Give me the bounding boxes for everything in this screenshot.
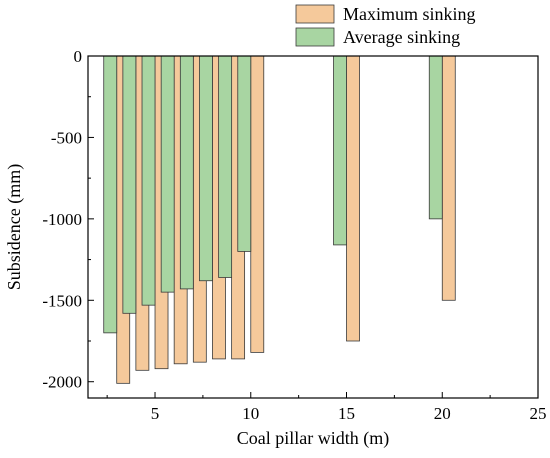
avg-sinking-bar-9 xyxy=(218,55,233,278)
x-tick-label: 20 xyxy=(434,404,451,423)
y-axis-label: Subsidence (mm) xyxy=(4,164,25,290)
avg-sinking-bar-6 xyxy=(160,55,175,293)
x-tick-label: 25 xyxy=(530,404,547,423)
avg-sinking-bar-4 xyxy=(122,55,137,314)
legend-swatch-maximum xyxy=(295,4,335,24)
x-tick-label: 15 xyxy=(338,404,355,423)
legend-swatch-average xyxy=(295,27,335,47)
y-tick-label: -1500 xyxy=(42,291,82,310)
y-tick-label: -2000 xyxy=(42,373,82,392)
x-axis-label: Coal pillar width (m) xyxy=(237,428,389,449)
avg-sinking-bar-5 xyxy=(141,55,156,306)
avg-sinking-bar-3 xyxy=(103,55,118,334)
x-tick-label: 10 xyxy=(242,404,259,423)
avg-sinking-bar-15 xyxy=(333,55,347,246)
max-sinking-bar-15 xyxy=(346,55,360,342)
y-tick-label: -1000 xyxy=(42,210,82,229)
avg-sinking-bar-7 xyxy=(179,55,194,290)
avg-sinking-bar-20 xyxy=(428,55,443,220)
avg-sinking-bar-10 xyxy=(237,55,252,252)
plot-frame xyxy=(87,55,539,399)
bars-layer xyxy=(103,55,456,384)
max-sinking-bar-20 xyxy=(441,55,456,301)
y-tick-label: 0 xyxy=(74,47,83,66)
axes-layer: 0 -500 -1000 -1500 -2000 5 10 15 20 25 xyxy=(42,47,546,423)
x-tick-label: 5 xyxy=(151,404,160,423)
legend-label-maximum: Maximum sinking xyxy=(343,4,476,24)
y-tick-label: -500 xyxy=(51,128,82,147)
legend: Maximum sinking Average sinking xyxy=(295,4,476,47)
max-sinking-bar-10 xyxy=(250,55,265,353)
avg-sinking-bar-8 xyxy=(199,55,213,282)
legend-label-average: Average sinking xyxy=(343,27,460,47)
